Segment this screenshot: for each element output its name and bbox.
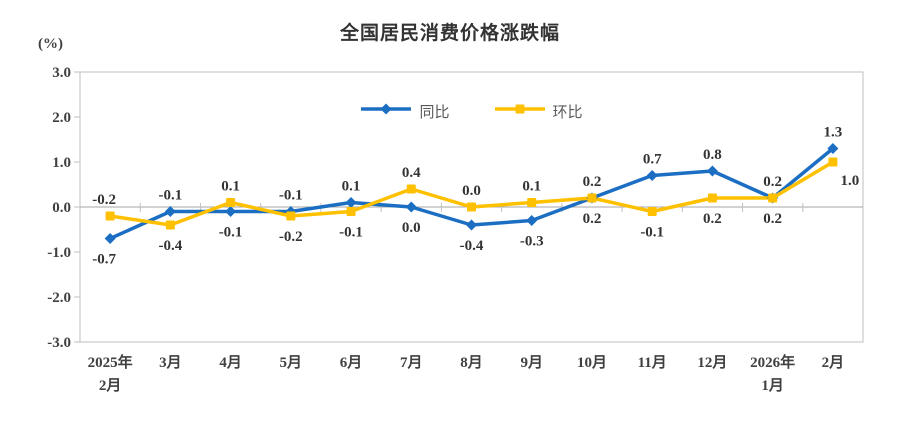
data-label: -0.1 bbox=[158, 188, 182, 204]
data-point-square bbox=[467, 202, 476, 212]
data-label: 0.2 bbox=[583, 174, 602, 190]
data-point-square bbox=[707, 193, 717, 203]
chart-legend: 同比 环比 bbox=[80, 101, 863, 122]
y-axis-unit-label: (%) bbox=[38, 36, 63, 52]
data-point-diamond bbox=[164, 206, 176, 217]
data-label: 0.1 bbox=[522, 179, 541, 195]
data-label: 0.7 bbox=[643, 152, 662, 168]
data-label: 0.2 bbox=[703, 211, 722, 227]
data-label: -0.1 bbox=[640, 225, 664, 241]
y-axis-tick-label: -2.0 bbox=[47, 290, 71, 306]
data-point-square bbox=[105, 211, 115, 221]
data-label: -0.4 bbox=[460, 238, 484, 254]
data-point-square bbox=[286, 211, 296, 221]
x-axis-category-label: 6月 bbox=[340, 354, 363, 371]
data-point-square bbox=[346, 207, 356, 216]
legend-swatch-同比 bbox=[361, 103, 412, 115]
data-point-diamond bbox=[526, 215, 538, 226]
data-label: 0.1 bbox=[221, 179, 240, 195]
data-point-square bbox=[647, 207, 657, 216]
x-axis-category-label: 8月 bbox=[460, 354, 483, 371]
data-label: -0.1 bbox=[279, 188, 303, 204]
y-axis-tick-label: 2.0 bbox=[52, 110, 71, 126]
data-label: 0.8 bbox=[703, 147, 722, 163]
huanbi-line-marker-icon bbox=[494, 102, 546, 121]
data-point-diamond bbox=[646, 170, 658, 181]
data-point-square bbox=[527, 198, 537, 207]
data-point-square bbox=[406, 184, 416, 194]
x-axis-category-label: 3月 bbox=[159, 354, 182, 371]
chart-title: 全国居民消费价格涨跌幅 bbox=[339, 23, 560, 44]
y-axis-tick-label: 0.0 bbox=[52, 200, 71, 216]
x-axis-category-label: 4月 bbox=[219, 354, 242, 371]
legend-swatch-环比 bbox=[494, 104, 545, 114]
data-point-diamond bbox=[104, 233, 116, 244]
data-point-square bbox=[828, 157, 838, 167]
data-label: 0.0 bbox=[462, 183, 481, 199]
x-axis-category-label: 1月 bbox=[761, 377, 784, 394]
legend-item-huanbi: 环比 bbox=[494, 101, 583, 122]
data-point-square bbox=[587, 193, 597, 203]
data-point-diamond bbox=[827, 143, 839, 154]
x-axis-category-label: 11月 bbox=[638, 354, 667, 371]
legend-label-tongbi: 同比 bbox=[419, 104, 450, 121]
data-point-diamond bbox=[466, 219, 477, 231]
x-axis-category-label: 2026年 bbox=[750, 353, 795, 371]
x-axis-category-label: 12月 bbox=[697, 354, 727, 371]
data-label: 1.3 bbox=[824, 125, 843, 141]
data-label: -0.4 bbox=[158, 238, 182, 254]
x-axis-category-label: 2月 bbox=[822, 354, 845, 371]
legend-label-huanbi: 环比 bbox=[552, 104, 583, 121]
legend-item-tongbi: 同比 bbox=[360, 101, 450, 122]
data-point-diamond bbox=[405, 201, 417, 213]
data-point-square bbox=[226, 198, 236, 207]
data-label: -0.2 bbox=[279, 229, 303, 245]
data-point-square bbox=[768, 193, 778, 203]
y-axis-tick-label: -1.0 bbox=[47, 245, 71, 261]
x-axis-category-label: 2月 bbox=[99, 377, 122, 394]
data-point-square bbox=[165, 220, 175, 230]
data-point-diamond bbox=[225, 206, 237, 217]
data-label: -0.2 bbox=[92, 192, 116, 208]
tongbi-line-marker-icon bbox=[360, 102, 412, 121]
data-label: 0.1 bbox=[342, 179, 361, 195]
x-axis-category-label: 5月 bbox=[280, 354, 303, 371]
x-axis-category-label: 10月 bbox=[577, 354, 607, 371]
y-axis-tick-label: -3.0 bbox=[47, 335, 71, 351]
x-axis-category-label: 2025年 bbox=[88, 353, 133, 371]
data-point-diamond bbox=[706, 165, 718, 177]
data-label: -0.7 bbox=[92, 252, 116, 268]
data-point-diamond bbox=[345, 197, 357, 208]
data-label: -0.1 bbox=[339, 225, 363, 241]
data-label: -0.3 bbox=[520, 234, 544, 250]
data-label: 0.2 bbox=[763, 174, 782, 190]
data-label: 0.4 bbox=[402, 165, 421, 181]
data-label: 0.0 bbox=[402, 220, 421, 236]
data-label: 0.2 bbox=[583, 211, 602, 227]
x-axis-category-label: 9月 bbox=[520, 354, 543, 371]
x-axis-category-label: 7月 bbox=[400, 354, 423, 371]
data-label: 0.2 bbox=[763, 211, 782, 227]
y-axis-tick-label: 1.0 bbox=[52, 155, 71, 171]
data-label: -0.1 bbox=[219, 225, 243, 241]
data-label: 1.0 bbox=[841, 173, 860, 189]
y-axis-tick-label: 3.0 bbox=[52, 65, 71, 81]
